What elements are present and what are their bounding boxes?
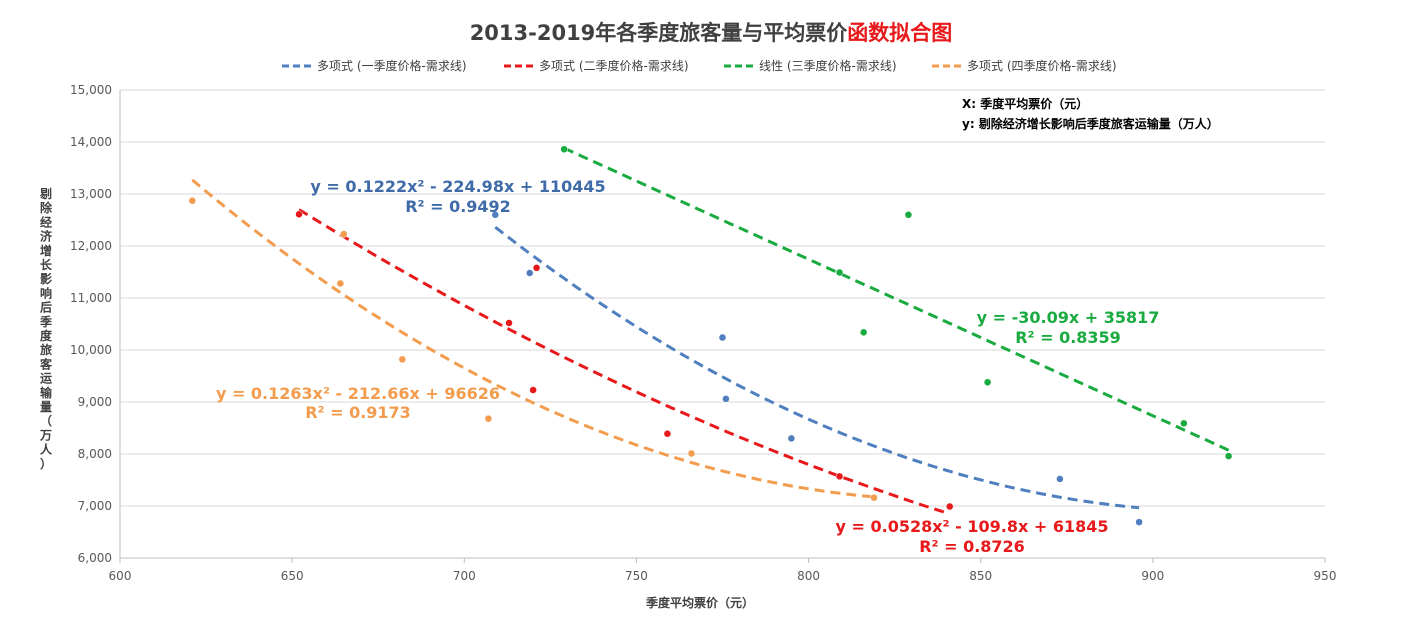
data-point: [983, 378, 992, 386]
y-axis-label-char: 剔: [39, 186, 52, 201]
y-axis-label-char: 人: [40, 442, 53, 457]
x-tick-label: 800: [797, 569, 820, 583]
y-axis-label-char: 增: [40, 243, 52, 258]
trendline-equation: y = 0.0528x² - 109.8x + 61845: [836, 517, 1109, 536]
trendline-r-squared: R² = 0.9173: [305, 403, 411, 422]
x-tick-label: 750: [625, 569, 648, 583]
data-point: [560, 145, 568, 154]
axes: 6,000 7,000 8,000 9,000 10,000 11,000 12,000 13…: [70, 83, 1336, 583]
y-tick-label: 13,000: [70, 187, 112, 201]
trendline-equation: y = 0.1263x² - 212.66x + 96626: [216, 384, 500, 403]
y-tick-label: 14,000: [70, 135, 112, 149]
y-axis-label-char: （: [40, 413, 52, 428]
data-points: [188, 145, 1233, 526]
data-point: [505, 319, 513, 327]
data-point: [295, 210, 303, 219]
axis-note: y: 剔除经济增长影响后季度旅客运输量（万人）: [962, 116, 1219, 131]
y-axis-label-char: 长: [40, 257, 53, 272]
y-axis-label-char: 经: [40, 214, 52, 229]
axis-note: X: 季度平均票价（元）: [962, 96, 1088, 111]
y-axis-label-char: 运: [40, 372, 52, 386]
y-axis-label-char: 除: [40, 200, 53, 215]
trendline-r-squared: R² = 0.9492: [405, 197, 511, 216]
y-axis-label-char: 客: [39, 356, 53, 371]
y-tick-label: 11,000: [70, 291, 112, 305]
y-axis-label-char: 后: [40, 300, 52, 315]
data-point: [484, 414, 493, 423]
y-axis-label-char: 旅: [40, 342, 52, 357]
data-point: [188, 197, 197, 205]
data-point: [1224, 452, 1233, 460]
trendline-equation: y = 0.1222x² - 224.98x + 110445: [310, 177, 605, 196]
data-point: [1135, 518, 1143, 526]
y-tick-label: 6,000: [78, 551, 112, 565]
data-point: [835, 268, 844, 277]
x-tick-label: 600: [109, 569, 132, 583]
trendline: [191, 178, 875, 499]
data-point: [835, 472, 844, 481]
y-axis-label-char: 响: [40, 285, 52, 300]
data-point: [870, 493, 878, 502]
axis-notes: X: 季度平均票价（元） y: 剔除经济增长影响后季度旅客运输量（万人）: [962, 96, 1219, 131]
chart-title-main: 2013-2019年各季度旅客量与平均票价: [470, 21, 849, 45]
y-tick-label: 8,000: [78, 447, 112, 461]
data-point: [340, 230, 348, 238]
y-tick-label: 10,000: [70, 343, 112, 357]
data-point: [1056, 475, 1064, 483]
trendline-equation: y = -30.09x + 35817: [977, 308, 1160, 327]
data-point: [687, 449, 696, 458]
y-axis-label: 剔除经济增长影响后季度旅客运输量（万人）: [39, 186, 53, 471]
data-point: [904, 211, 913, 219]
data-point: [787, 434, 796, 443]
trendline: [494, 226, 1140, 510]
data-point: [945, 502, 954, 511]
data-point: [859, 328, 868, 337]
data-point: [1180, 419, 1188, 428]
trendline-r-squared: R² = 0.8726: [919, 537, 1025, 556]
y-axis-label-char: 万: [39, 428, 52, 442]
legend-label: 线性 (三季度价格-需求线): [759, 58, 897, 73]
y-axis-label-char: 度: [40, 328, 53, 343]
legend-label: 多项式 (一季度价格-需求线): [317, 58, 467, 73]
legend: 多项式 (一季度价格-需求线) 多项式 (二季度价格-需求线) 线性 (三季度价格-…: [282, 58, 1117, 73]
data-point: [491, 211, 500, 219]
data-point: [398, 355, 407, 364]
trendline-r-squared: R² = 0.8359: [1015, 328, 1121, 347]
data-point: [525, 269, 534, 277]
y-axis-label-char: 影: [40, 271, 52, 286]
trendline: [563, 146, 1230, 452]
data-point: [529, 386, 537, 394]
y-axis-label-char: ）: [40, 456, 52, 471]
x-tick-label: 900: [1141, 569, 1164, 583]
x-tick-label: 950: [1314, 569, 1337, 583]
y-tick-label: 12,000: [70, 239, 112, 253]
y-tick-label: 9,000: [78, 395, 112, 409]
x-tick-label: 850: [969, 569, 992, 583]
trendlines: [191, 146, 1230, 515]
y-axis-label-char: 季: [39, 314, 53, 329]
x-axis-label: 季度平均票价（元）: [645, 595, 754, 610]
data-point: [532, 264, 541, 272]
data-point: [718, 333, 727, 342]
legend-label: 多项式 (二季度价格-需求线): [539, 58, 689, 73]
y-tick-label: 7,000: [78, 499, 112, 513]
y-axis-label-char: 输: [40, 385, 53, 400]
trendline: [298, 208, 947, 515]
x-tick-label: 700: [453, 569, 476, 583]
data-point: [336, 279, 345, 288]
chart-title-highlight: 函数拟合图: [847, 21, 952, 45]
data-point: [722, 395, 730, 403]
data-point: [663, 429, 672, 438]
y-axis-label-char: 济: [40, 229, 53, 244]
y-axis-label-char: 量: [40, 400, 52, 414]
x-tick-label: 650: [281, 569, 304, 583]
y-tick-label: 15,000: [70, 83, 112, 97]
chart-title: 2013-2019年各季度旅客量与平均票价函数拟合图: [470, 21, 953, 45]
legend-label: 多项式 (四季度价格-需求线): [967, 58, 1117, 73]
